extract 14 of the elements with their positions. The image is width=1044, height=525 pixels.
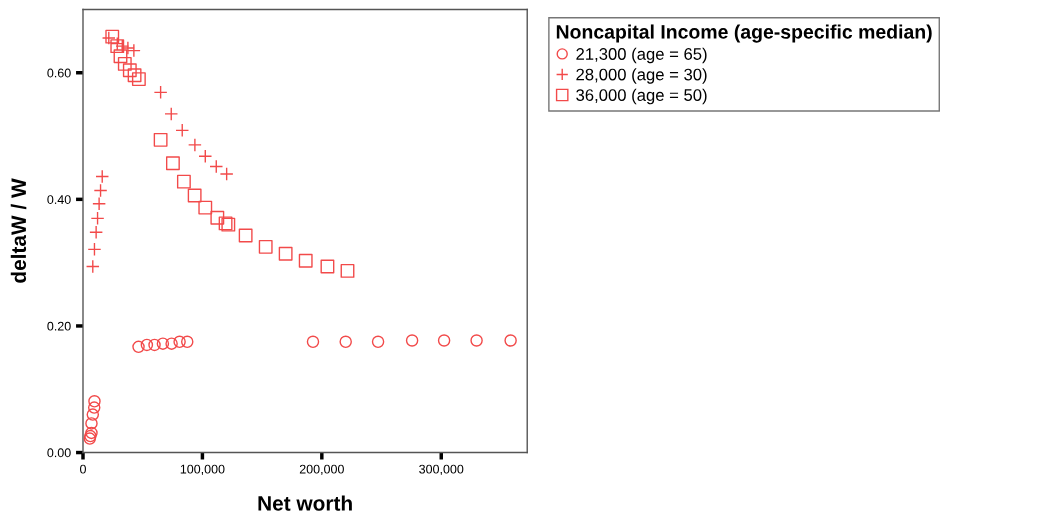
x-tick-label: 200,000 xyxy=(299,464,344,476)
x-tick-label: 0 xyxy=(80,464,86,474)
y-tick-label: 0.60 xyxy=(47,68,71,78)
x-tick-label: 100,000 xyxy=(180,464,225,476)
legend-label: 21,300 (age = 65) xyxy=(576,47,707,64)
y-axis-title: deltaW / W xyxy=(10,178,27,283)
legend-title: Noncapital Income (age-specific median) xyxy=(556,24,932,43)
x-axis-title: Net worth xyxy=(258,495,352,511)
x-tick-label: 300,000 xyxy=(419,464,464,476)
y-tick-label: 0.00 xyxy=(47,448,71,458)
y-tick-label: 0.20 xyxy=(47,321,71,331)
legend-label: 36,000 (age = 50) xyxy=(576,88,707,105)
legend-label: 28,000 (age = 30) xyxy=(576,68,707,84)
y-tick-label: 0.40 xyxy=(47,195,71,204)
